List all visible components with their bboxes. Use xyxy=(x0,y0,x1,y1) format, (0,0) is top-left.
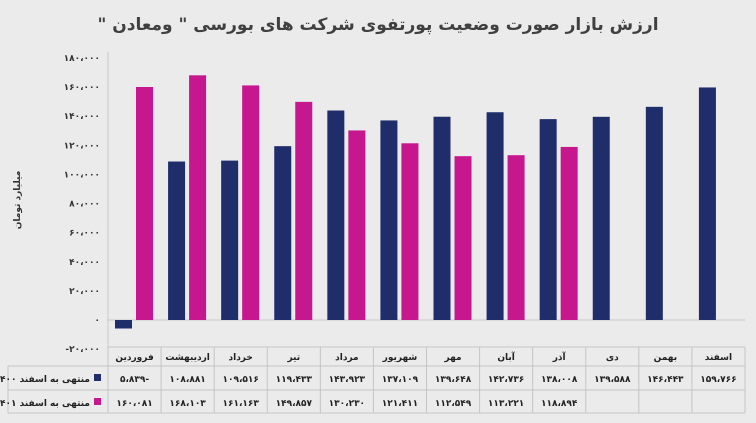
bar-1401 xyxy=(401,143,419,320)
y-tick-label: ۸۰،۰۰۰ xyxy=(69,200,100,210)
bar-1400 xyxy=(327,110,345,320)
category-label: فروردین xyxy=(115,353,153,363)
bar-1400 xyxy=(486,112,504,320)
data-label: ۱۱۹،۴۳۳ xyxy=(276,375,313,385)
data-label: ۱۱۳،۲۲۱ xyxy=(488,399,524,409)
y-tick-label: ۱۶۰،۰۰۰ xyxy=(64,83,100,93)
bar-1400 xyxy=(380,120,398,320)
y-tick-label: ۶۰،۰۰۰ xyxy=(69,229,100,239)
category-label: تیر xyxy=(286,353,300,363)
bar-1400 xyxy=(274,146,292,320)
data-label: ۱۴۲،۷۳۶ xyxy=(488,375,524,385)
data-label: ۱۴۹،۸۵۷ xyxy=(276,399,313,409)
category-label: مرداد xyxy=(335,353,359,363)
bar-1401 xyxy=(348,130,366,320)
data-label: ۱۶۸،۱۰۳ xyxy=(169,399,206,409)
bar-1400 xyxy=(539,119,557,320)
y-tick-label: ۱۸۰،۰۰۰ xyxy=(64,54,100,64)
category-label: دی xyxy=(606,353,619,363)
bar-1400 xyxy=(221,160,239,320)
y-tick-label: ۰ xyxy=(95,316,101,326)
bar-1400 xyxy=(115,320,132,329)
bar-1400 xyxy=(698,87,716,320)
bar-1401 xyxy=(507,155,525,320)
bar-1400 xyxy=(433,116,451,320)
bar-1401 xyxy=(189,75,207,320)
bar-1400 xyxy=(592,116,610,320)
category-label: شهریور xyxy=(382,353,418,363)
data-label: ۱۲۱،۴۱۱ xyxy=(382,399,418,409)
data-label: ۱۳۹،۶۴۸ xyxy=(435,375,472,385)
legend-swatch xyxy=(94,374,101,381)
y-tick-label: ۱۰۰،۰۰۰ xyxy=(64,170,100,180)
data-label: ۱۳۷،۱۰۹ xyxy=(382,375,419,385)
category-label: اسفند xyxy=(705,353,732,363)
data-label: -۵،۸۳۹ xyxy=(120,375,149,385)
category-label: آبان xyxy=(497,351,515,363)
bar-1401 xyxy=(136,86,153,320)
legend-label: منتهی به اسفند ۱۴۰۱ xyxy=(0,399,90,409)
category-label: اردیبهشت xyxy=(165,353,210,363)
data-label: ۱۱۲،۵۴۹ xyxy=(435,399,472,409)
data-label: ۱۴۶،۴۴۳ xyxy=(647,375,684,385)
data-label: ۱۰۹،۵۱۶ xyxy=(223,375,259,385)
category-label: خرداد xyxy=(228,353,252,363)
data-label: ۱۳۸،۰۰۸ xyxy=(541,375,578,385)
bar-1401 xyxy=(295,101,313,320)
bar-1401 xyxy=(242,85,260,320)
chart-title: ارزش بازار صورت وضعیت پورتفوی شرکت های ب… xyxy=(97,15,658,35)
data-label: ۱۶۰،۰۸۱ xyxy=(116,399,152,409)
category-label: بهمن xyxy=(654,353,677,363)
bar-1401 xyxy=(454,156,472,320)
data-label: ۱۳۹،۵۸۸ xyxy=(594,375,631,385)
legend-swatch xyxy=(94,398,101,405)
data-label: ۱۰۸،۸۸۱ xyxy=(169,375,205,385)
y-tick-label: ۴۰،۰۰۰ xyxy=(69,258,100,268)
y-tick-label: -۲۰،۰۰۰ xyxy=(65,345,100,355)
category-label: مهر xyxy=(443,353,461,363)
y-axis-label: میلیارد تومان xyxy=(13,171,23,230)
y-tick-label: ۱۲۰،۰۰۰ xyxy=(64,141,100,151)
legend-label: منتهی به اسفند ۱۴۰۰ xyxy=(0,375,90,385)
y-tick-label: ۱۴۰،۰۰۰ xyxy=(64,112,100,122)
data-label: ۱۱۸،۸۹۴ xyxy=(541,399,578,409)
data-label: ۱۵۹،۷۶۶ xyxy=(700,375,736,385)
data-label: ۱۶۱،۱۶۳ xyxy=(223,399,260,409)
y-tick-label: ۲۰،۰۰۰ xyxy=(69,287,100,297)
bar-1400 xyxy=(168,161,186,320)
data-label: ۱۴۳،۹۲۳ xyxy=(329,375,366,385)
bar-1400 xyxy=(645,106,663,320)
data-label: ۱۳۰،۲۳۰ xyxy=(329,399,365,409)
bar-1401 xyxy=(560,146,578,320)
category-label: آذر xyxy=(552,351,567,363)
